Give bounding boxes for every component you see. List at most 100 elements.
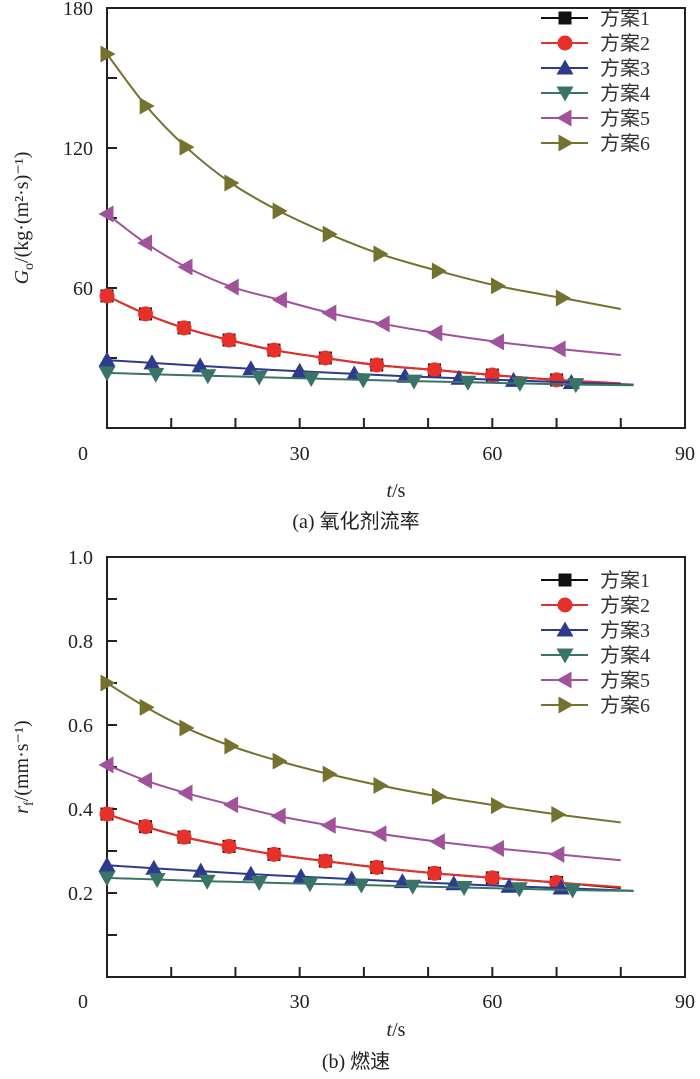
data-point (177, 258, 193, 276)
data-point (99, 288, 115, 304)
data-point (404, 879, 422, 895)
legend-label: 方案1 (600, 7, 650, 30)
data-point (224, 174, 240, 192)
y-axis-label-unit: /(kg·(m²·s)⁻¹) (11, 152, 33, 263)
y-tick-label: 0.6 (68, 715, 93, 737)
y-axis-label-sub: f (22, 801, 37, 806)
data-point (198, 874, 216, 890)
data-point (138, 306, 154, 322)
data-point (551, 805, 567, 823)
series-4 (98, 366, 634, 394)
y-tick-label: 1.0 (68, 547, 93, 569)
legend-label: 方案3 (600, 619, 650, 642)
x-tick-label: 90 (675, 991, 695, 1013)
y-tick-label: 120 (63, 138, 93, 160)
legend-marker (556, 648, 574, 664)
data-point (221, 332, 237, 348)
y-axis-label-var: r (11, 806, 33, 814)
data-point (550, 340, 566, 358)
series-5 (98, 756, 621, 863)
series-2 (99, 288, 621, 388)
data-point (427, 324, 443, 342)
legend-marker (558, 696, 574, 714)
y-axis-label: rf/(mm·s⁻¹) (11, 720, 37, 813)
data-point (555, 289, 571, 307)
data-point (320, 816, 336, 834)
data-point (564, 883, 582, 899)
data-point (139, 698, 155, 716)
y-axis-label-var: G (11, 269, 33, 284)
y-tick-label: 0.2 (68, 883, 93, 905)
legend-label: 方案3 (600, 57, 650, 80)
legend-marker (556, 59, 574, 75)
legend-marker (557, 35, 573, 51)
y-axis-label-sub: o (22, 263, 37, 270)
legend-marker (556, 109, 572, 127)
x-tick-label: 60 (482, 443, 502, 465)
data-point (429, 833, 445, 851)
data-point (510, 882, 528, 898)
legend-marker (558, 11, 572, 25)
data-point (405, 374, 423, 390)
data-point (143, 354, 161, 370)
data-point (567, 378, 585, 394)
legend-label: 方案6 (600, 694, 650, 717)
data-point (484, 870, 500, 886)
data-point (223, 796, 239, 814)
series-1 (100, 289, 621, 387)
data-point (137, 771, 153, 789)
data-point (373, 776, 389, 794)
figure-caption: (b) 燃速 (322, 1050, 390, 1073)
data-point (179, 719, 195, 737)
legend-marker (557, 597, 573, 613)
data-point (176, 320, 192, 336)
legend-label: 方案4 (600, 82, 650, 105)
chart-a: 0 30 60 90 60 120 180 t/s Go/(kg·(m²·s)⁻¹) (a) 氧化… (11, 0, 695, 533)
series-5 (98, 205, 621, 358)
series-6 (100, 674, 621, 824)
data-point (490, 797, 506, 815)
y-axis-label: Go/(kg·(m²·s)⁻¹) (11, 152, 37, 285)
y-tick-label: 0.8 (68, 631, 93, 653)
data-point (192, 862, 210, 878)
data-point (373, 245, 389, 263)
data-point (459, 375, 477, 391)
series-line (106, 813, 621, 889)
data-point (191, 357, 209, 373)
data-point (490, 277, 506, 295)
x-axis-label-var: t (387, 1019, 393, 1041)
y-axis-label-unit: /(mm·s⁻¹) (11, 720, 33, 801)
data-point (317, 853, 333, 869)
y-tick-label: 0.4 (68, 799, 93, 821)
data-point (137, 234, 153, 252)
x-axis-label: t/s (387, 1019, 406, 1041)
data-point (272, 752, 288, 770)
legend-marker (558, 573, 572, 587)
data-point (221, 838, 237, 854)
data-point (98, 205, 114, 223)
data-point (176, 829, 192, 845)
x-axis-label-unit: /s (392, 1019, 406, 1041)
series-2 (99, 806, 621, 890)
data-point (139, 97, 155, 115)
data-point (250, 876, 268, 891)
plot-frame (106, 556, 686, 978)
data-point (145, 859, 163, 875)
data-point (431, 262, 447, 280)
data-point (224, 737, 240, 755)
data-point (322, 225, 338, 243)
series-line (106, 813, 621, 889)
legend-marker (556, 86, 574, 102)
legend-marker (556, 621, 574, 637)
data-point (511, 376, 529, 392)
data-point (270, 807, 286, 825)
data-point (199, 369, 217, 385)
data-point (100, 674, 116, 692)
data-point (369, 859, 385, 875)
data-point (271, 291, 287, 309)
series-6 (100, 45, 621, 310)
series-3 (98, 856, 634, 895)
data-point (147, 367, 165, 383)
series-4 (98, 871, 634, 899)
